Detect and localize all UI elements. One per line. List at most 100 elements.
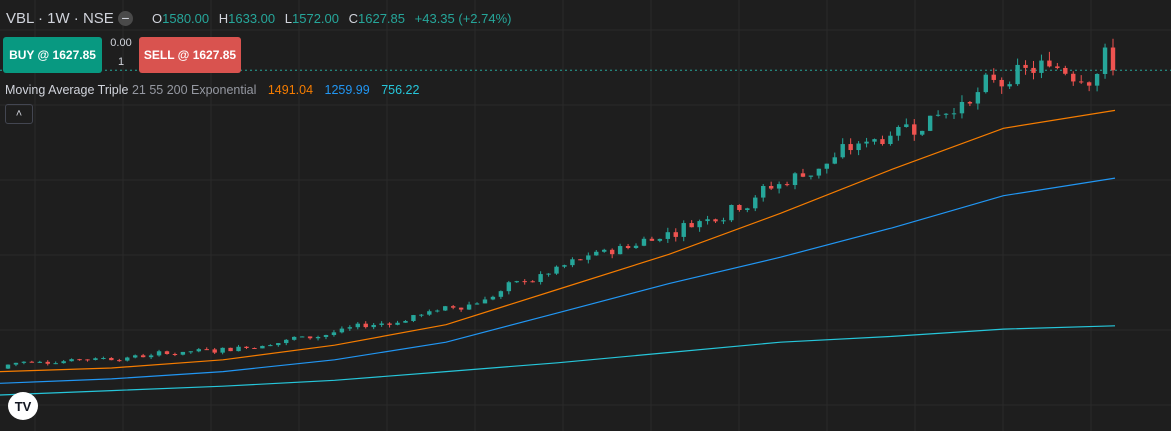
candle-up: [872, 139, 877, 142]
ma-200-line: [0, 325, 1116, 396]
candle-down: [77, 359, 82, 361]
symbol-title[interactable]: VBL · 1W · NSE: [6, 10, 114, 27]
candle-down: [1047, 60, 1052, 67]
candle-up: [943, 113, 949, 115]
candle-up: [594, 251, 599, 256]
candle-up: [395, 322, 400, 325]
minus-icon[interactable]: −: [118, 11, 133, 26]
candle-up: [888, 135, 893, 145]
ohlc-readout: O1580.00 H1633.00 L1572.00 C1627.85 +43.…: [152, 11, 518, 26]
candle-down: [991, 74, 996, 80]
quantity-value[interactable]: 1: [117, 56, 125, 68]
candle-up: [808, 175, 814, 177]
candle-up: [570, 259, 575, 266]
candle-down: [649, 238, 655, 241]
candle-up: [93, 358, 98, 360]
indicator-name: Moving Average Triple: [5, 83, 129, 97]
candle-up: [896, 126, 901, 136]
candle-down: [800, 173, 806, 177]
candle-up: [419, 314, 424, 316]
candle-up: [411, 315, 416, 321]
candle-down: [1023, 64, 1028, 68]
candle-up: [983, 74, 989, 93]
candle-down: [117, 360, 122, 362]
candle-up: [816, 168, 822, 176]
ma-200-value: 756.22: [381, 83, 420, 97]
candle-down: [737, 204, 742, 210]
candle-up: [132, 355, 138, 358]
candle-up: [268, 345, 273, 347]
candle-up: [482, 299, 488, 304]
candle-down: [1110, 47, 1116, 71]
candle-up: [371, 324, 376, 328]
chevron-up-icon[interactable]: ˄: [5, 104, 33, 124]
candle-up: [379, 323, 384, 325]
candle-up: [53, 363, 58, 365]
candle-up: [904, 124, 909, 127]
candle-down: [912, 124, 917, 135]
candle-up: [339, 328, 345, 333]
candle-up: [220, 347, 225, 353]
candle-up: [323, 335, 329, 337]
candle-up: [856, 143, 861, 151]
candle-up: [315, 336, 321, 339]
candle-down: [848, 144, 853, 151]
candle-up: [291, 336, 297, 340]
sell-button[interactable]: SELL @ 1627.85: [139, 37, 241, 73]
candle-up: [975, 92, 981, 104]
candle-up: [498, 291, 504, 297]
indicator-legend[interactable]: Moving Average Triple 21 55 200 Exponent…: [5, 83, 419, 97]
candle-up: [641, 238, 647, 246]
candle-up: [331, 332, 337, 336]
candle-up: [125, 357, 130, 361]
high-value: 1633.00: [228, 11, 276, 26]
candle-up: [840, 144, 845, 158]
tradingview-logo-icon[interactable]: TV: [8, 392, 38, 420]
candle-up: [37, 361, 42, 363]
candle-down: [784, 184, 790, 186]
candle-up: [403, 320, 408, 323]
high-label: H: [218, 11, 229, 26]
candle-down: [999, 79, 1004, 87]
candle-up: [148, 355, 154, 358]
candle-down: [673, 232, 678, 237]
candle-down: [713, 219, 718, 222]
ma-55-value: 1259.99: [324, 83, 370, 97]
spread-value: 0.00: [110, 37, 132, 49]
ma-21-line: [0, 109, 1116, 373]
candle-up: [61, 361, 66, 364]
candle-up: [705, 219, 710, 222]
candle-down: [363, 323, 368, 328]
candle-up: [729, 204, 734, 221]
candle-down: [967, 101, 973, 104]
buy-button[interactable]: BUY @ 1627.85: [3, 37, 102, 73]
low-value: 1572.00: [292, 11, 339, 26]
candle-down: [625, 246, 631, 248]
candle-up: [156, 351, 162, 356]
candle-down: [1031, 67, 1036, 73]
ma-21-value: 1491.04: [267, 83, 314, 97]
candle-up: [276, 343, 281, 346]
open-value: 1580.00: [162, 11, 210, 26]
candle-up: [260, 345, 265, 349]
close-value: 1627.85: [358, 11, 406, 26]
candle-up: [824, 163, 830, 169]
candle-up: [1015, 64, 1020, 85]
candle-up: [427, 311, 432, 315]
candle-down: [228, 347, 233, 352]
candle-down: [1055, 66, 1060, 68]
candle-up: [435, 310, 440, 312]
candle-up: [959, 101, 965, 114]
candle-up: [101, 357, 106, 359]
candle-up: [355, 323, 360, 328]
candle-down: [85, 359, 90, 361]
candle-up: [299, 336, 305, 338]
candle-up: [633, 245, 639, 248]
candle-down: [204, 349, 209, 351]
candle-down: [530, 281, 535, 283]
candle-down: [768, 186, 774, 189]
candle-up: [665, 232, 671, 239]
candle-up: [697, 221, 702, 228]
